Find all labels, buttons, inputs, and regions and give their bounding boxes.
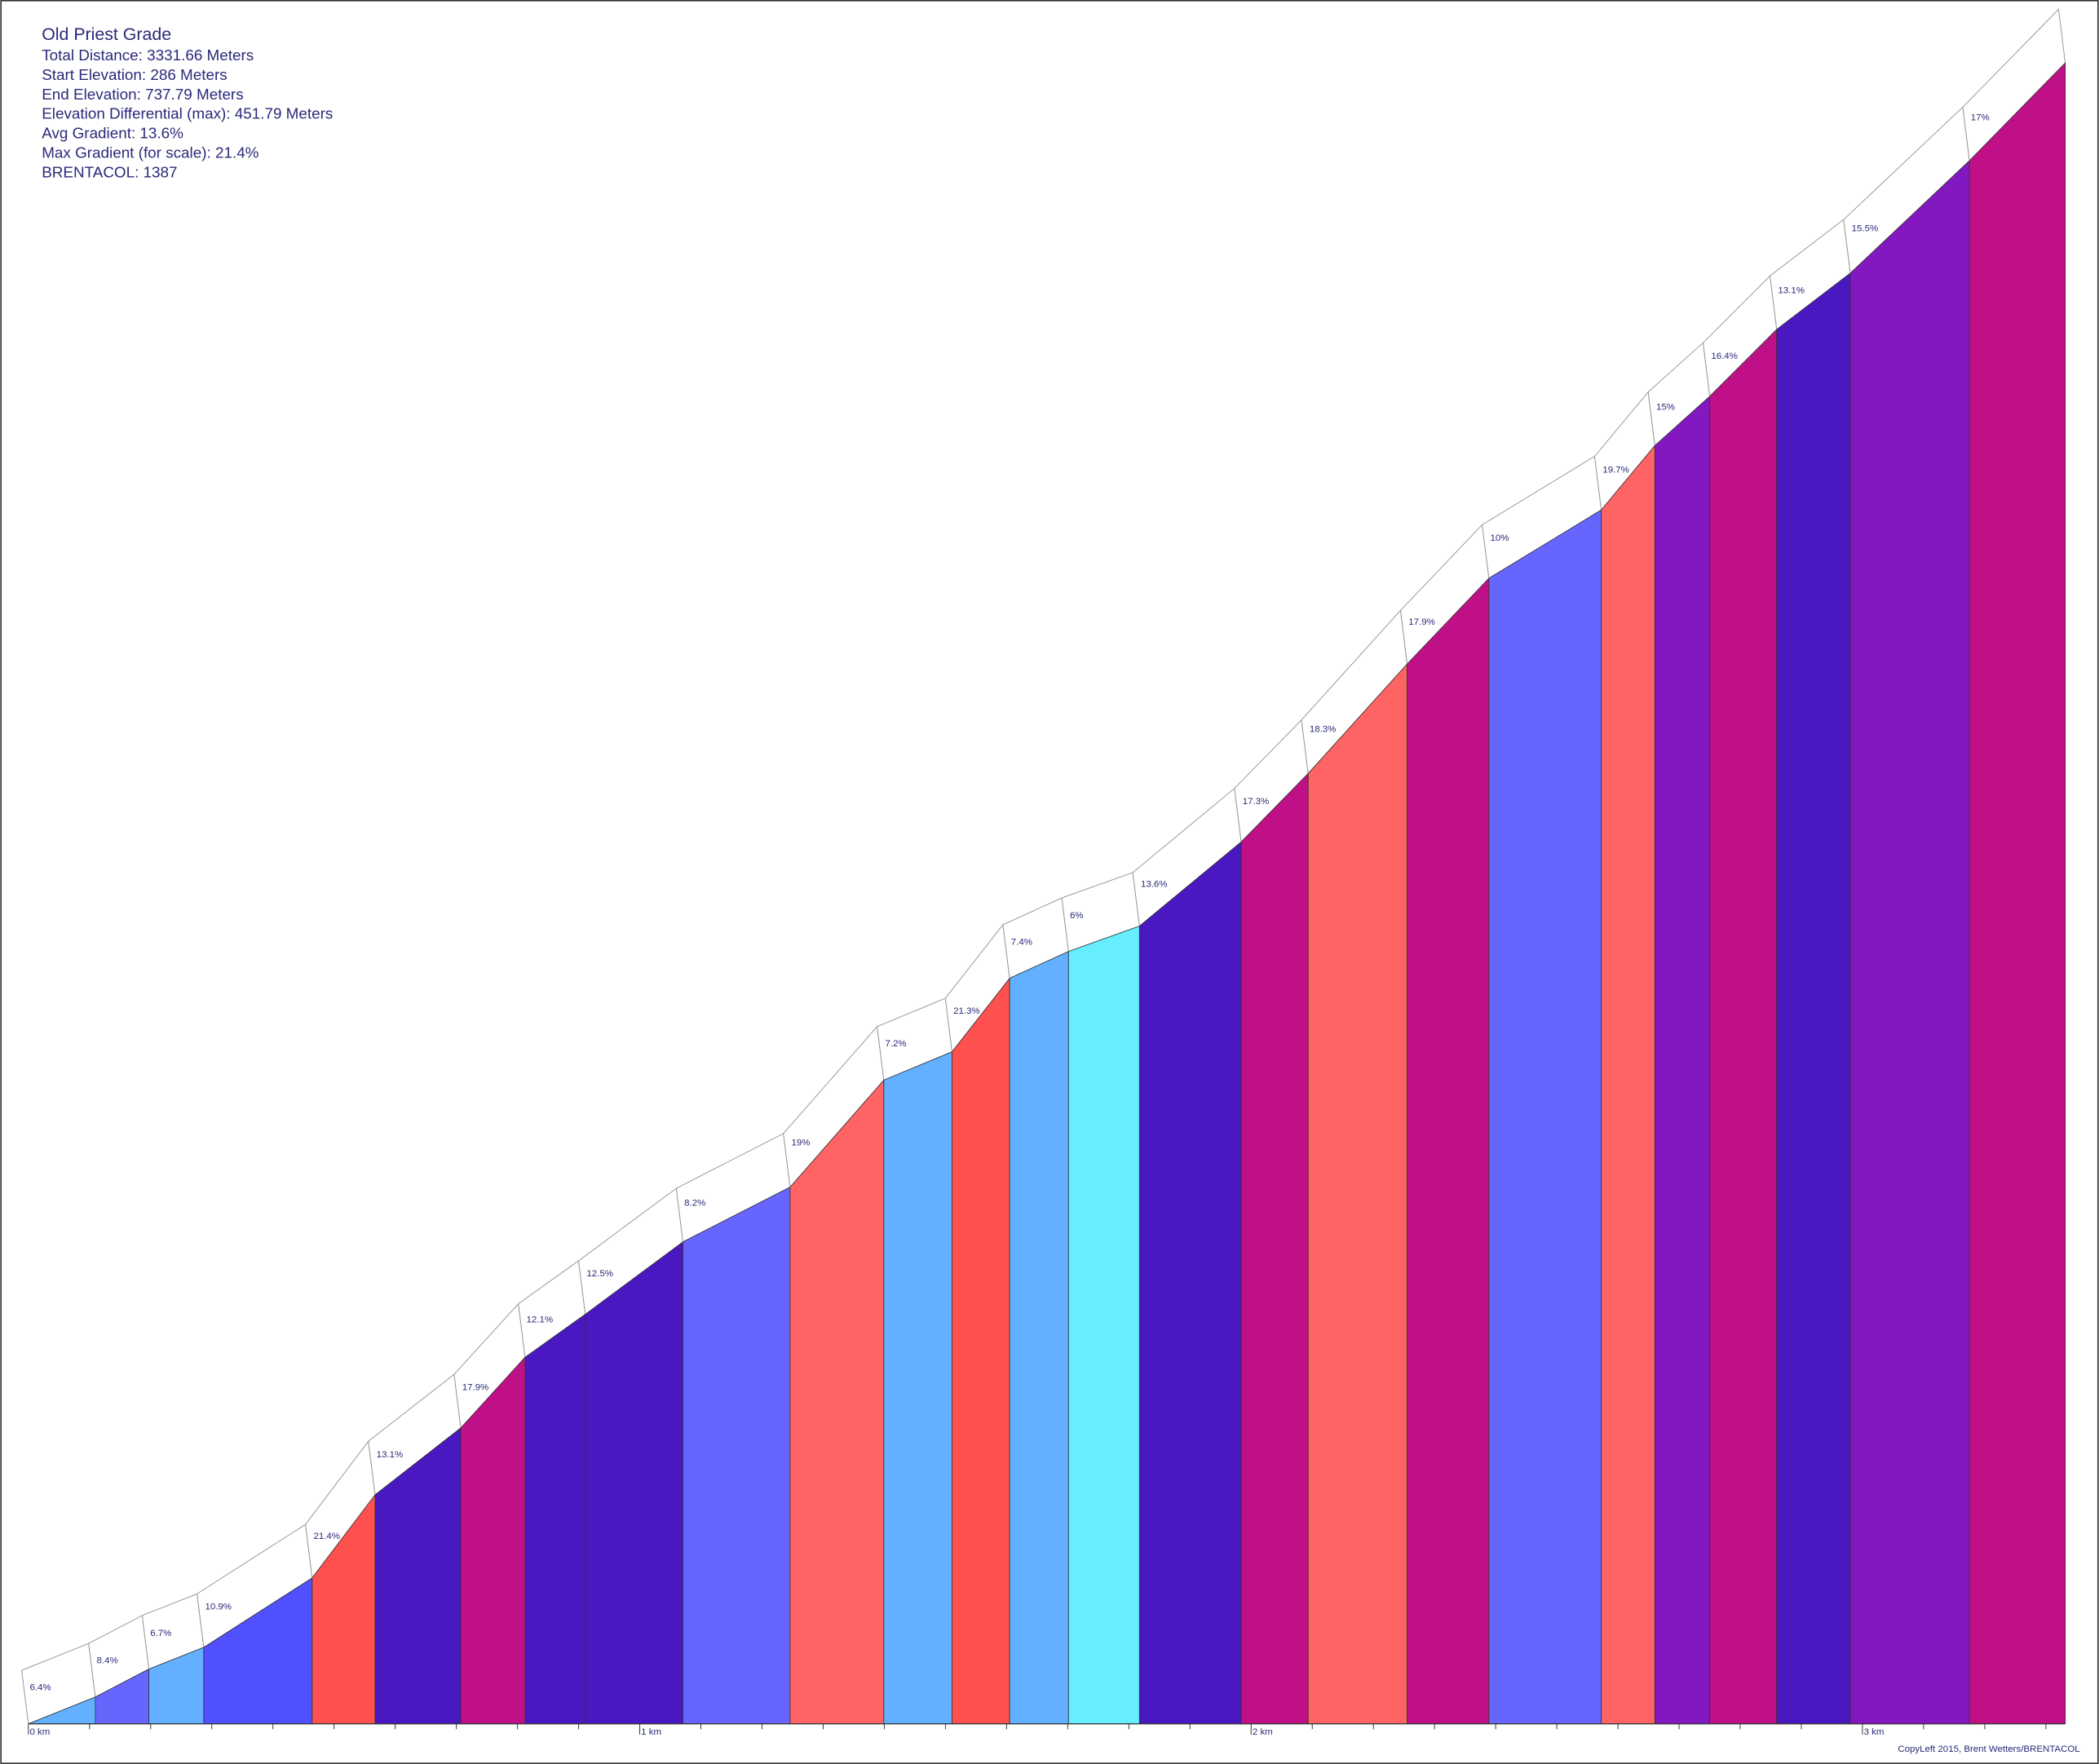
segment xyxy=(683,1186,791,1725)
gradient-label: 13.1% xyxy=(1778,285,1805,295)
gradient-label: 7.2% xyxy=(885,1039,906,1049)
segment xyxy=(1240,772,1309,1725)
segment xyxy=(1849,160,1970,1725)
segment xyxy=(1601,444,1655,1725)
segment xyxy=(1776,272,1851,1725)
gradient-label: 6% xyxy=(1070,911,1084,921)
segment xyxy=(1407,577,1490,1725)
segment xyxy=(1654,396,1711,1725)
info-line: Max Gradient (for scale): 21.4% xyxy=(42,144,259,161)
gradient-label: 12.5% xyxy=(586,1269,613,1279)
x-tick-label: 3 km xyxy=(1864,1727,1885,1737)
segment xyxy=(1307,663,1408,1725)
segment xyxy=(1067,925,1140,1725)
gradient-label: 15.5% xyxy=(1852,223,1879,233)
segment xyxy=(1009,951,1069,1725)
info-line: Start Elevation: 286 Meters xyxy=(42,66,227,83)
gradient-label: 21.4% xyxy=(313,1532,340,1541)
gradient-label: 17.9% xyxy=(1408,617,1435,627)
x-tick-label: 1 km xyxy=(641,1727,661,1737)
info-line: End Elevation: 737.79 Meters xyxy=(42,86,243,103)
gradient-label: 13.1% xyxy=(377,1450,404,1460)
gradient-label: 8.4% xyxy=(97,1656,118,1666)
gradient-label: 13.6% xyxy=(1141,879,1168,889)
gradient-label: 10% xyxy=(1490,533,1509,543)
chart-title: Old Priest Grade xyxy=(42,24,171,44)
segment xyxy=(1138,841,1242,1725)
gradient-label: 12.1% xyxy=(527,1315,554,1324)
gradient-label: 21.3% xyxy=(953,1006,980,1016)
gradient-label: 19% xyxy=(792,1138,811,1148)
gradient-label: 15% xyxy=(1656,403,1675,413)
gradient-label: 16.4% xyxy=(1711,351,1738,361)
gradient-label: 17.3% xyxy=(1243,797,1270,807)
gradient-label: 8.2% xyxy=(684,1198,705,1208)
gradient-label: 17% xyxy=(1971,113,1990,122)
segment xyxy=(524,1313,586,1725)
info-line: Elevation Differential (max): 451.79 Met… xyxy=(42,105,333,122)
gradient-label: 10.9% xyxy=(205,1603,232,1612)
x-tick-label: 0 km xyxy=(29,1727,50,1737)
info-line: BRENTACOL: 1387 xyxy=(42,164,177,181)
segment xyxy=(952,977,1010,1725)
gradient-label: 6.4% xyxy=(29,1683,51,1693)
info-line: Total Distance: 3331.66 Meters xyxy=(42,46,254,64)
segment xyxy=(1709,328,1778,1725)
gradient-label: 6.7% xyxy=(150,1629,171,1638)
footer: CopyLeft 2015, Brent Wetters/BRENTACOL xyxy=(1898,1744,2079,1754)
segment xyxy=(789,1079,885,1725)
segment xyxy=(1488,509,1602,1725)
gradient-label: 18.3% xyxy=(1310,724,1337,734)
info-line: Avg Gradient: 13.6% xyxy=(42,125,183,142)
gradient-label: 19.7% xyxy=(1602,466,1629,475)
gradient-label: 7.4% xyxy=(1011,938,1032,948)
x-tick-label: 2 km xyxy=(1253,1727,1273,1737)
gradient-label: 17.9% xyxy=(462,1382,489,1392)
segment xyxy=(585,1240,683,1725)
segment xyxy=(883,1051,952,1725)
segment xyxy=(1969,62,2066,1725)
